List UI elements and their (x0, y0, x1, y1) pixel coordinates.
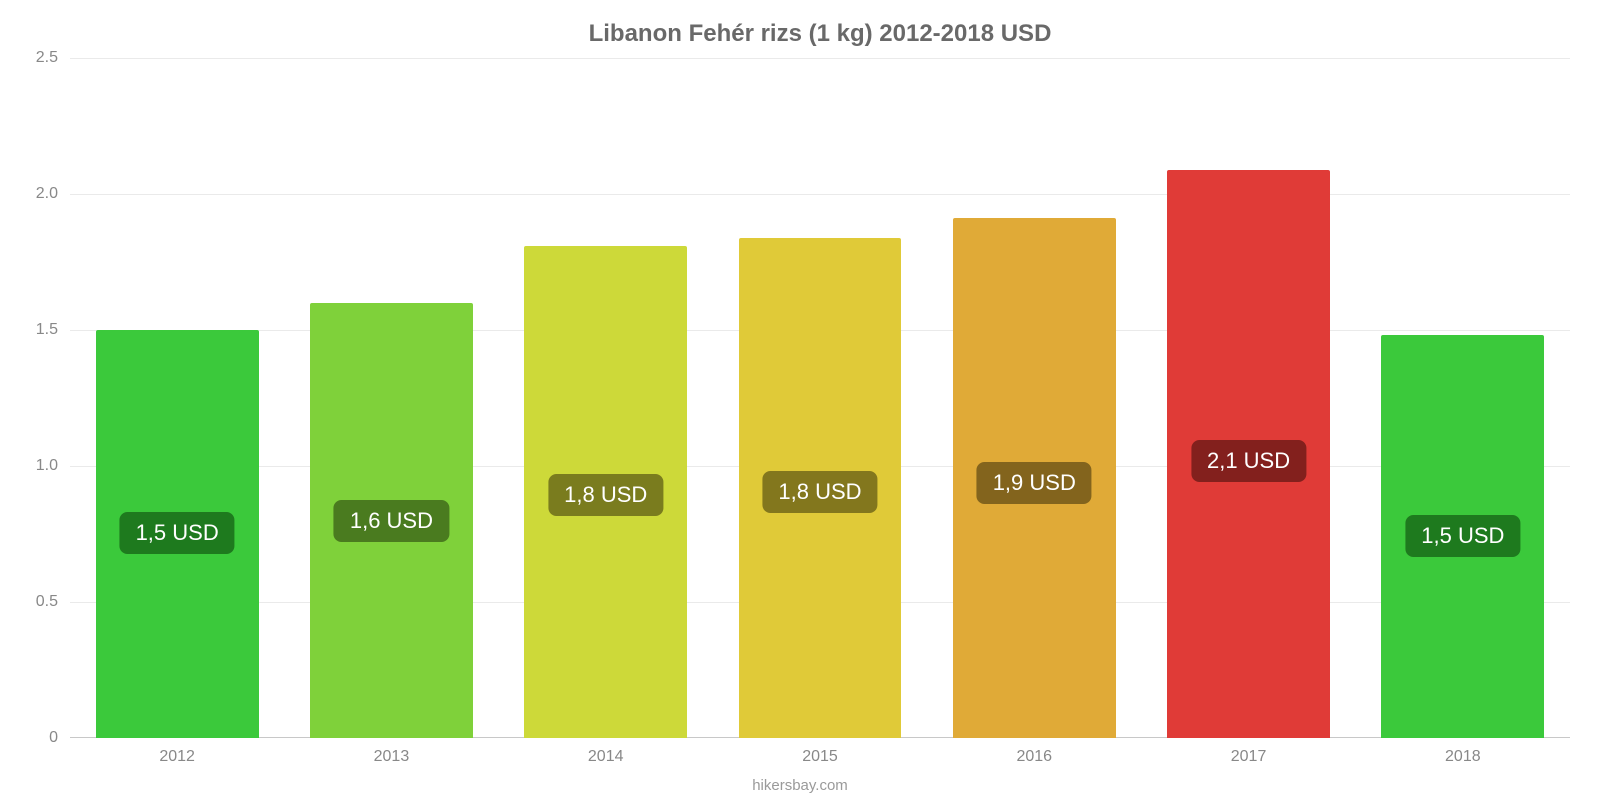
bar-slot: 1,8 USD2014 (499, 58, 713, 738)
bar: 1,6 USD (310, 303, 473, 738)
plot-area: 00.51.01.52.02.5 1,5 USD20121,6 USD20131… (70, 58, 1570, 738)
bar-slot: 1,5 USD2012 (70, 58, 284, 738)
y-tick-label: 2.5 (36, 49, 58, 67)
bar: 1,8 USD (739, 238, 902, 738)
y-tick-label: 1.5 (36, 321, 58, 339)
bar: 1,8 USD (524, 246, 687, 738)
source-footer: hikersbay.com (752, 777, 848, 794)
y-tick-label: 1.0 (36, 457, 58, 475)
bar-slot: 1,6 USD2013 (284, 58, 498, 738)
value-badge: 1,8 USD (548, 474, 663, 516)
value-badge: 2,1 USD (1191, 440, 1306, 482)
value-badge: 1,5 USD (1405, 515, 1520, 557)
bar-slot: 1,8 USD2015 (713, 58, 927, 738)
chart-title: Libanon Fehér rizs (1 kg) 2012-2018 USD (70, 20, 1570, 48)
x-tick-label: 2016 (1016, 748, 1052, 766)
bar: 1,5 USD (96, 330, 259, 738)
y-tick-label: 0 (49, 729, 58, 747)
y-tick-label: 2.0 (36, 185, 58, 203)
x-tick-label: 2017 (1231, 748, 1267, 766)
value-badge: 1,6 USD (334, 500, 449, 542)
price-chart: Libanon Fehér rizs (1 kg) 2012-2018 USD … (0, 0, 1600, 800)
y-tick-label: 0.5 (36, 593, 58, 611)
bar: 2,1 USD (1167, 170, 1330, 738)
bars-container: 1,5 USD20121,6 USD20131,8 USD20141,8 USD… (70, 58, 1570, 738)
bar-slot: 2,1 USD2017 (1141, 58, 1355, 738)
bar: 1,9 USD (953, 218, 1116, 738)
value-badge: 1,9 USD (977, 462, 1092, 504)
value-badge: 1,5 USD (120, 512, 235, 554)
bar: 1,5 USD (1381, 335, 1544, 738)
x-tick-label: 2018 (1445, 748, 1481, 766)
x-tick-label: 2014 (588, 748, 624, 766)
x-tick-label: 2013 (374, 748, 410, 766)
value-badge: 1,8 USD (762, 471, 877, 513)
x-tick-label: 2015 (802, 748, 838, 766)
bar-slot: 1,9 USD2016 (927, 58, 1141, 738)
bar-slot: 1,5 USD2018 (1356, 58, 1570, 738)
x-tick-label: 2012 (159, 748, 195, 766)
